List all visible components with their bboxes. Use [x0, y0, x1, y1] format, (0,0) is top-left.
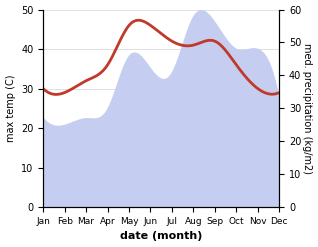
- Y-axis label: max temp (C): max temp (C): [5, 75, 16, 142]
- X-axis label: date (month): date (month): [120, 231, 203, 242]
- Y-axis label: med. precipitation (kg/m2): med. precipitation (kg/m2): [302, 43, 313, 174]
